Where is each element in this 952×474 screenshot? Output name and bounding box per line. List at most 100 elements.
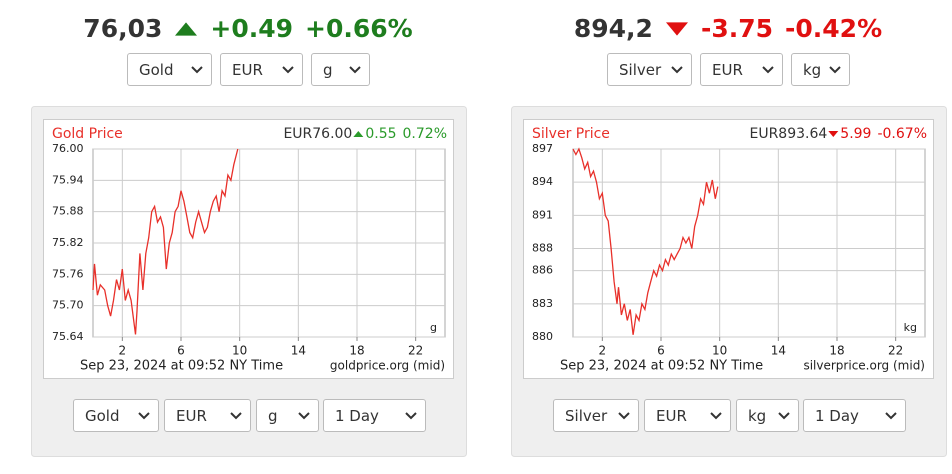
x-tick-label: 6 <box>177 344 185 358</box>
dropdown-label: Silver <box>619 60 662 79</box>
chevron-line <box>298 412 310 420</box>
caption: Sep 23, 2024 at 09:52 NY Time <box>560 359 763 374</box>
x-tick-label: 18 <box>829 344 844 358</box>
x-tick-label: 14 <box>771 344 786 358</box>
chevron-line <box>618 412 630 420</box>
quote: EUR76.00 <box>283 126 352 142</box>
y-tick-label: 883 <box>532 297 553 310</box>
dropdown-label: 1 Day <box>335 406 379 425</box>
quote-arrow <box>828 131 839 137</box>
chevron-line <box>885 412 897 420</box>
x-tick-label: 2 <box>119 344 127 358</box>
dropdown[interactable]: g <box>256 399 319 432</box>
trend-arrow-shape <box>175 21 198 36</box>
dropdown[interactable]: 1 Day <box>323 399 426 432</box>
y-tick-label: 880 <box>532 330 553 343</box>
y-tick-label: 75.82 <box>52 236 84 249</box>
y-tick-label: 75.88 <box>52 205 84 218</box>
price: 76,03 <box>83 14 163 43</box>
y-tick-label: 75.94 <box>52 173 84 186</box>
y-tick-label: 894 <box>532 175 553 188</box>
x-tick-label: 22 <box>888 344 903 358</box>
price-line <box>92 148 239 335</box>
dropdown[interactable]: EUR <box>220 53 303 86</box>
y-tick-label: 75.70 <box>52 299 84 312</box>
price-row: 76,03 +0.49 +0.66% <box>8 14 488 43</box>
dropdown[interactable]: Silver <box>553 399 639 432</box>
x-tick-label: 14 <box>291 344 306 358</box>
percent: +0.66% <box>305 14 413 43</box>
quote-change: 5.99 <box>840 126 871 142</box>
chevron <box>138 412 150 420</box>
chevron <box>230 412 242 420</box>
x-tick-label: 22 <box>408 344 423 358</box>
source: goldprice.org (mid) <box>330 359 445 373</box>
dropdown-label: EUR <box>232 60 263 79</box>
dropdown-label: Gold <box>85 406 120 425</box>
dropdown[interactable]: Silver <box>607 53 692 86</box>
chevron-line <box>349 66 361 74</box>
plot-area <box>572 148 926 338</box>
y-tick-label: 886 <box>532 264 553 277</box>
quote-percent: -0.67% <box>877 126 927 142</box>
dropdown[interactable]: g <box>311 53 370 86</box>
chart-title: Gold Price <box>52 126 123 142</box>
chevron-line <box>762 66 774 74</box>
source: silverprice.org (mid) <box>803 359 925 373</box>
y-tick-label: 888 <box>532 242 553 255</box>
dropdown-label: 1 Day <box>815 406 859 425</box>
price-line <box>572 147 719 335</box>
dropdown[interactable]: 1 Day <box>803 399 906 432</box>
chevron-line <box>710 412 722 420</box>
dropdown[interactable]: Gold <box>73 399 159 432</box>
chevron-line <box>829 66 841 74</box>
x-tick-label: 6 <box>657 344 665 358</box>
trend-arrow-shape <box>665 21 688 36</box>
dropdown-label: g <box>268 406 278 425</box>
chevron <box>298 412 310 420</box>
chevron-line <box>191 66 203 74</box>
y-tick-label: 891 <box>532 208 553 221</box>
dropdown-label: kg <box>803 60 822 79</box>
chevron <box>282 66 294 74</box>
price: 894,2 <box>573 14 653 43</box>
dropdown-label: EUR <box>712 60 743 79</box>
change: +0.49 <box>210 14 294 43</box>
chevron-line <box>282 66 294 74</box>
chevron-line <box>405 412 417 420</box>
chevron <box>671 66 683 74</box>
chevron-line <box>138 412 150 420</box>
quote: EUR893.64 <box>749 126 827 142</box>
chevron-line <box>778 412 790 420</box>
price-row: 894,2 -3.75 -0.42% <box>488 14 952 43</box>
chevron <box>618 412 630 420</box>
dropdown[interactable]: kg <box>736 399 799 432</box>
unit-label: g <box>430 321 437 334</box>
y-tick-label: 76.00 <box>52 142 84 155</box>
chart-title: Silver Price <box>532 126 610 142</box>
chevron-line <box>671 66 683 74</box>
chevron <box>762 66 774 74</box>
dropdown[interactable]: EUR <box>164 399 251 432</box>
percent: -0.42% <box>785 14 883 43</box>
y-tick-label: 897 <box>532 142 553 155</box>
x-tick-label: 2 <box>599 344 607 358</box>
chevron <box>191 66 203 74</box>
chevron-line <box>230 412 242 420</box>
y-tick-label: 75.76 <box>52 267 84 280</box>
dropdown[interactable]: EUR <box>700 53 783 86</box>
trend-arrow <box>175 21 198 36</box>
dropdown-label: EUR <box>656 406 687 425</box>
dropdown[interactable]: Gold <box>127 53 212 86</box>
chevron <box>829 66 841 74</box>
dropdown[interactable]: kg <box>791 53 850 86</box>
x-tick-label: 10 <box>232 344 247 358</box>
y-tick-label: 75.64 <box>52 330 84 343</box>
x-tick-label: 18 <box>349 344 364 358</box>
chevron <box>405 412 417 420</box>
chevron <box>778 412 790 420</box>
quote-change: 0.55 <box>365 126 396 142</box>
dropdown[interactable]: EUR <box>644 399 731 432</box>
